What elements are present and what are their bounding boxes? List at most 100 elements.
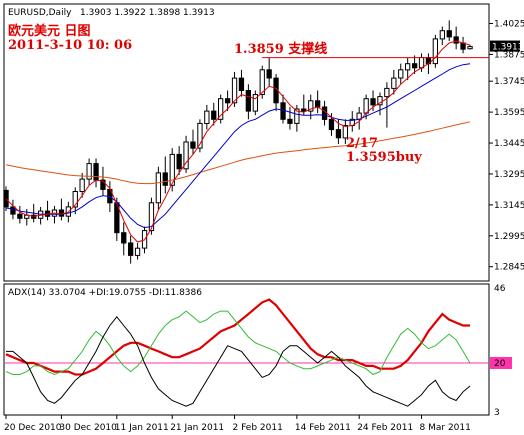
adx-tick-label: 20	[494, 359, 506, 369]
candle	[391, 69, 397, 95]
candle-body	[17, 213, 23, 219]
candle	[446, 20, 452, 41]
candle-body	[301, 108, 307, 112]
candle-body	[176, 153, 182, 170]
price-tick-label: 1.3295	[494, 170, 524, 180]
candle-body	[259, 69, 265, 96]
candle	[259, 65, 265, 99]
candle-body	[405, 63, 411, 71]
candle	[266, 57, 272, 87]
candle-body	[384, 87, 390, 98]
adx-tick-label: 46	[494, 284, 506, 294]
candle-body	[3, 189, 9, 208]
candle-body	[190, 141, 196, 149]
time-tick-label: 20 Dec 2010	[4, 423, 62, 433]
candle-body	[128, 242, 134, 256]
candle-body	[280, 102, 286, 120]
plus-di-line	[5, 310, 471, 376]
candle	[342, 119, 349, 145]
candle	[384, 82, 390, 128]
candle-body	[183, 141, 189, 170]
ma-slow-line	[5, 121, 471, 185]
candle-body	[467, 46, 473, 50]
price-tick-label: 1.3445	[494, 139, 524, 149]
candle-body	[363, 98, 369, 114]
chart-title-cn: 欧元美元 日图	[8, 23, 91, 39]
candle	[287, 106, 293, 130]
candle-body	[10, 206, 16, 215]
candle-body	[86, 163, 92, 180]
adx-level-tag	[490, 356, 512, 369]
candle-body	[197, 122, 203, 149]
ma-lines-group	[5, 40, 471, 243]
ma-mid-line	[5, 63, 471, 229]
candle-body	[252, 94, 258, 112]
candle-body	[370, 98, 376, 106]
symbol-label: EURUSD,Daily	[8, 8, 72, 18]
adx-tick-label: 3	[494, 408, 500, 418]
candle	[432, 34, 439, 68]
candle	[204, 104, 210, 130]
candle-body	[211, 110, 217, 120]
candle-body	[155, 172, 161, 204]
time-tick-label: 11 Jan 2011	[115, 423, 169, 433]
support-label: 1.3859 支撑线	[234, 41, 327, 57]
candle-body	[321, 106, 328, 120]
candle	[412, 55, 418, 74]
candle	[17, 205, 23, 224]
candle	[155, 166, 161, 211]
buy-note: 1.3595buy	[346, 150, 422, 165]
candle	[3, 186, 9, 212]
adx-axis: 46 20 3	[490, 284, 512, 418]
adx-line	[5, 298, 470, 376]
price-panel	[3, 3, 490, 282]
date-note: 2/17	[346, 136, 378, 151]
candle-body	[328, 118, 335, 131]
candle	[79, 172, 85, 198]
candle	[86, 158, 92, 186]
candle	[183, 135, 189, 173]
candle	[218, 94, 224, 124]
candle-body	[162, 172, 168, 186]
candle-body	[218, 98, 224, 120]
candle	[439, 26, 446, 46]
time-tick-label: 24 Feb 2011	[357, 423, 413, 433]
candle	[238, 69, 245, 97]
price-tick-label: 1.2845	[494, 263, 524, 273]
candle-body	[287, 118, 293, 124]
adx-header: ADX(14) 33.0704 +DI:19.0755 -DI:11.8386	[8, 288, 202, 298]
ohlc-values: 1.3903 1.3922 1.3898 1.3913	[80, 8, 215, 18]
candle-body	[204, 110, 210, 124]
time-tick-label: 21 Jan 2011	[170, 423, 224, 433]
candle-body	[418, 57, 425, 69]
candle-body	[439, 30, 446, 40]
candle	[169, 148, 175, 192]
candle	[405, 57, 411, 81]
candle-body	[432, 38, 439, 65]
last-price-label: 1.3913	[492, 43, 524, 53]
candle	[121, 222, 127, 256]
candle	[176, 146, 182, 175]
candle-body	[315, 100, 321, 108]
price-tick-label: 1.2995	[494, 232, 524, 242]
candle-body	[398, 69, 404, 79]
candle	[453, 26, 459, 50]
last-price-tag: 1.3913	[490, 40, 524, 53]
candle	[134, 243, 141, 260]
price-tick-label: 1.3875	[494, 50, 524, 60]
candle-body	[93, 163, 99, 181]
candle-body	[391, 77, 397, 89]
candle-body	[377, 96, 383, 106]
time-tick-label: 14 Feb 2011	[295, 423, 351, 433]
candle-body	[342, 125, 349, 139]
candle-body	[134, 247, 141, 256]
candle	[225, 90, 231, 112]
price-tick-label: 1.3595	[494, 108, 524, 118]
price-tick-label: 1.4025	[494, 19, 524, 29]
price-tick-label: 1.3745	[494, 77, 524, 87]
ma-fast-line	[5, 40, 471, 243]
candle	[467, 44, 473, 50]
candle-body	[58, 209, 65, 217]
candle-body	[453, 36, 459, 44]
